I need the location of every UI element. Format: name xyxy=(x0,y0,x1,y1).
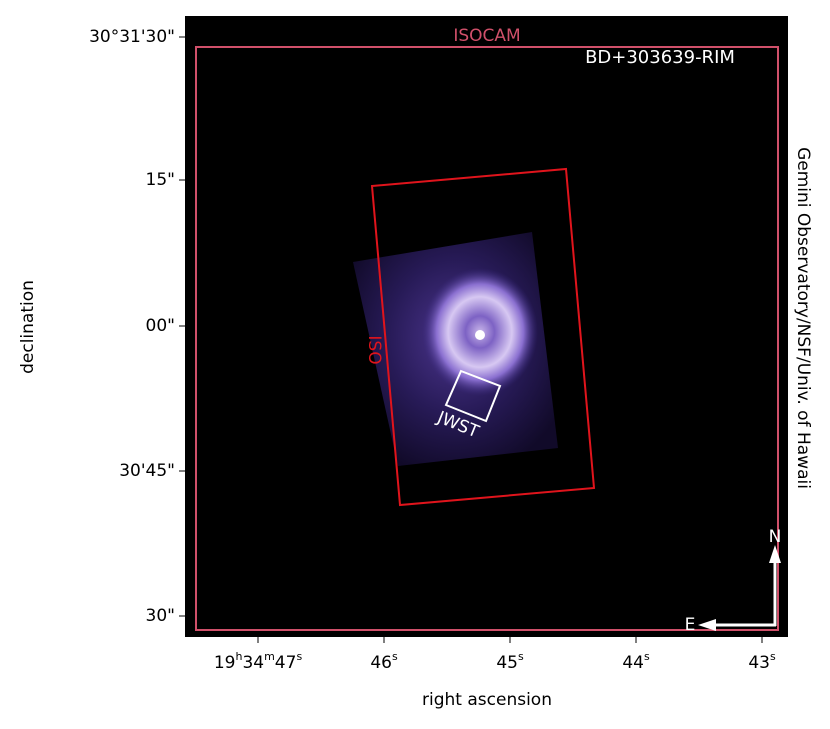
y-tick-label: 30" xyxy=(146,606,175,626)
central-star xyxy=(475,330,485,340)
y-tick-label: 30'45" xyxy=(119,461,175,481)
x-tick-number: 43 xyxy=(748,653,770,673)
x-tick-unit: s xyxy=(392,650,398,663)
x-tick-unit: s xyxy=(296,650,302,663)
x-tick-unit: s xyxy=(518,650,524,663)
x-tick-number: 34 xyxy=(242,653,264,673)
y-tick-label: 30°31'30" xyxy=(89,27,175,47)
x-tick-label: 45s xyxy=(496,650,524,674)
isocam-label: ISOCAM xyxy=(453,26,520,46)
x-tick-label: 44s xyxy=(622,650,650,674)
credit: Gemini Observatory/NSF/Univ. of Hawaii xyxy=(793,147,813,489)
north-label: N xyxy=(769,527,782,547)
y-axis-label: declination xyxy=(18,280,38,374)
x-tick-number: 44 xyxy=(622,653,644,673)
y-tick-label: 00" xyxy=(146,316,175,336)
x-tick-number: 19 xyxy=(214,653,236,673)
x-tick-unit: s xyxy=(644,650,650,663)
x-tick-number: 45 xyxy=(496,653,518,673)
x-tick-label: 43s xyxy=(748,650,776,674)
jwst-box xyxy=(444,369,502,423)
x-tick-number: 46 xyxy=(370,653,392,673)
isocam-box xyxy=(195,46,779,631)
x-tick-unit: m xyxy=(264,650,275,663)
y-tick-label: 15" xyxy=(146,170,175,190)
x-tick-label: 46s xyxy=(370,650,398,674)
east-label: E xyxy=(685,615,696,635)
target-label: BD+303639-RIM xyxy=(585,47,735,68)
x-axis-label: right ascension xyxy=(422,690,552,710)
x-tick-unit: h xyxy=(235,650,242,663)
x-tick-label: 19h34m47s xyxy=(214,650,303,674)
x-tick-unit: s xyxy=(770,650,776,663)
iso-box xyxy=(370,167,596,507)
north-arrowhead xyxy=(769,545,781,563)
iso-label: ISO xyxy=(364,335,384,364)
east-arrowhead xyxy=(698,619,716,631)
x-tick-number: 47 xyxy=(275,653,297,673)
